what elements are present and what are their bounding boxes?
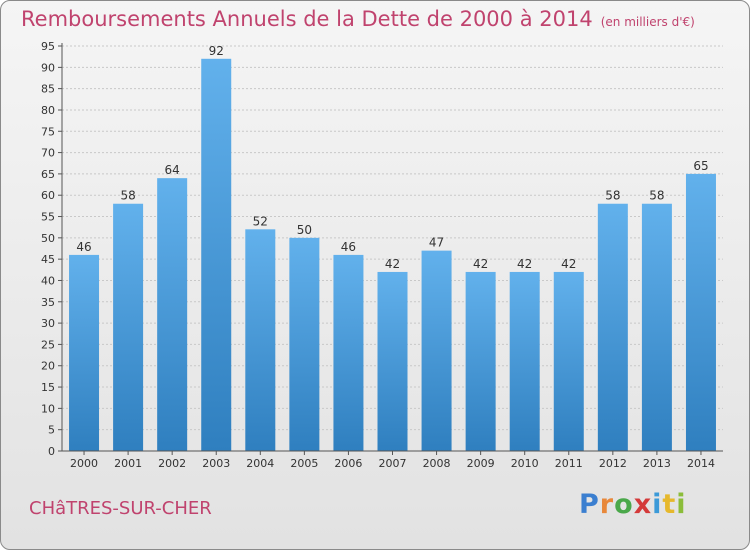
y-tick-label: 0	[48, 445, 55, 458]
axes: 0 5 10 15 20 25 30 35 40 45 50 55 60 65 70 75 80 85 90 95 20…	[41, 40, 723, 470]
logo-letter: P	[579, 489, 600, 520]
y-tick-label: 50	[41, 232, 55, 245]
bar	[685, 173, 716, 452]
bar-value-label: 42	[517, 257, 532, 271]
bar	[289, 237, 320, 451]
bar-value-label: 42	[473, 257, 488, 271]
y-tick-label: 80	[41, 104, 55, 117]
logo-letter: r	[599, 489, 615, 520]
bar-value-label: 46	[341, 240, 356, 254]
x-tick-label: 2005	[290, 457, 318, 470]
logo-letter: i	[676, 489, 687, 520]
y-tick-label: 75	[41, 125, 55, 138]
bar-value-label: 65	[693, 159, 708, 173]
bar-value-label: 58	[649, 189, 664, 203]
y-tick-label: 35	[41, 296, 55, 309]
bar	[641, 203, 672, 451]
chart-unit: (en milliers d'€)	[600, 15, 695, 29]
y-tick-label: 20	[41, 360, 55, 373]
bar-value-label: 42	[561, 257, 576, 271]
y-tick-label: 55	[41, 211, 55, 224]
y-tick-label: 5	[48, 424, 55, 437]
bar-value-label: 58	[120, 189, 135, 203]
bar-value-label: 47	[429, 236, 444, 250]
y-tick-label: 70	[41, 147, 55, 160]
bar-value-label: 64	[165, 163, 180, 177]
x-tick-label: 2007	[379, 457, 407, 470]
x-tick-label: 2012	[599, 457, 627, 470]
bar-value-label: 46	[76, 240, 91, 254]
bar	[421, 250, 452, 451]
x-tick-label: 2014	[687, 457, 715, 470]
bar	[597, 203, 628, 451]
bar	[157, 178, 188, 451]
x-tick-label: 2002	[158, 457, 186, 470]
bar	[201, 58, 232, 451]
bar	[113, 203, 144, 451]
x-tick-label: 2000	[70, 457, 98, 470]
logo-letter: t	[662, 489, 677, 520]
x-tick-label: 2013	[643, 457, 671, 470]
y-tick-label: 30	[41, 317, 55, 330]
town-name: CHâTRES-SUR-CHER	[29, 498, 212, 519]
logo-letter: o	[614, 489, 634, 520]
chart-title-text: Remboursements Annuels de la Dette de 20…	[21, 7, 593, 31]
y-tick-label: 65	[41, 168, 55, 181]
bar	[465, 271, 496, 451]
x-tick-label: 2004	[246, 457, 274, 470]
y-tick-label: 25	[41, 338, 55, 351]
bar	[245, 229, 276, 451]
logo-letter: i	[652, 489, 663, 520]
bar-value-label: 92	[209, 44, 224, 58]
bar	[333, 254, 364, 451]
y-tick-label: 10	[41, 402, 55, 415]
y-tick-label: 60	[41, 189, 55, 202]
x-tick-label: 2009	[467, 457, 495, 470]
bar-value-label: 42	[385, 257, 400, 271]
x-tick-label: 2001	[114, 457, 142, 470]
x-tick-label: 2003	[202, 457, 230, 470]
y-tick-label: 85	[41, 83, 55, 96]
bars: 46 58 64 92 52 50 46 42 47 42 42 42 58 58 65	[69, 44, 716, 452]
y-tick-label: 40	[41, 274, 55, 287]
chart-title: Remboursements Annuels de la Dette de 20…	[21, 7, 695, 31]
x-tick-label: 2010	[511, 457, 539, 470]
y-tick-label: 95	[41, 40, 55, 53]
bar	[69, 254, 100, 451]
y-tick-label: 45	[41, 253, 55, 266]
x-tick-label: 2008	[423, 457, 451, 470]
y-tick-label: 90	[41, 61, 55, 74]
x-tick-label: 2011	[555, 457, 583, 470]
bar	[377, 271, 408, 451]
bar-value-label: 50	[297, 223, 312, 237]
y-tick-label: 15	[41, 381, 55, 394]
x-tick-label: 2006	[334, 457, 362, 470]
bar	[553, 271, 584, 451]
bar-value-label: 58	[605, 189, 620, 203]
bar-value-label: 52	[253, 214, 268, 228]
proxiti-logo[interactable]: Proxiti	[579, 489, 687, 520]
logo-letter: x	[633, 489, 653, 520]
bar	[509, 271, 540, 451]
